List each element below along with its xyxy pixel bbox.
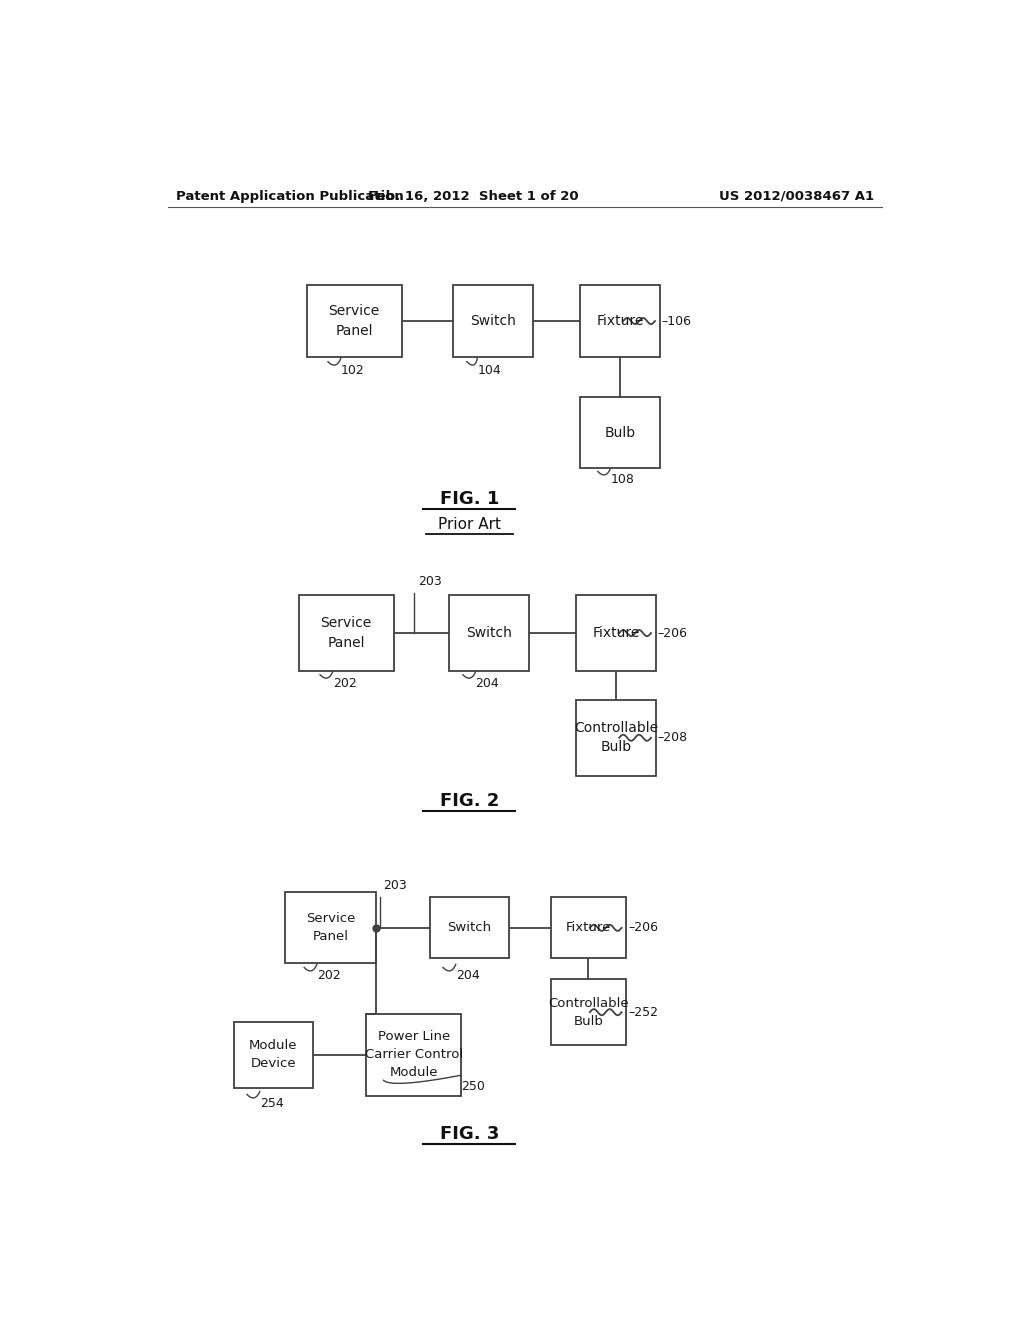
Text: US 2012/0038467 A1: US 2012/0038467 A1: [719, 190, 873, 202]
Text: Module
Device: Module Device: [249, 1039, 298, 1071]
Text: 254: 254: [260, 1097, 284, 1110]
Text: –208: –208: [657, 731, 687, 744]
Text: 102: 102: [341, 364, 365, 376]
Text: Service
Panel: Service Panel: [306, 912, 355, 944]
Text: Controllable
Bulb: Controllable Bulb: [548, 997, 629, 1028]
Bar: [450, 595, 528, 671]
Text: Fixture: Fixture: [565, 921, 611, 935]
Text: Switch: Switch: [470, 314, 516, 329]
Bar: [430, 898, 509, 958]
Text: Feb. 16, 2012  Sheet 1 of 20: Feb. 16, 2012 Sheet 1 of 20: [368, 190, 579, 202]
Text: 202: 202: [316, 969, 341, 982]
Bar: [581, 285, 659, 356]
Text: 104: 104: [477, 364, 501, 376]
Bar: [233, 1022, 313, 1088]
Text: 204: 204: [456, 969, 479, 982]
Text: Service
Panel: Service Panel: [329, 305, 380, 338]
Text: 203: 203: [418, 576, 441, 589]
Bar: [306, 285, 401, 356]
Text: 250: 250: [461, 1080, 485, 1093]
Text: Switch: Switch: [466, 626, 512, 640]
Text: 202: 202: [333, 677, 356, 690]
Text: –252: –252: [628, 1006, 658, 1019]
Bar: [577, 700, 655, 776]
Text: Switch: Switch: [447, 921, 492, 935]
Text: Prior Art: Prior Art: [437, 517, 501, 532]
Text: Power Line
Carrier Control
Module: Power Line Carrier Control Module: [365, 1031, 463, 1080]
Text: Patent Application Publication: Patent Application Publication: [176, 190, 403, 202]
Bar: [577, 595, 655, 671]
Text: Controllable
Bulb: Controllable Bulb: [574, 721, 658, 755]
Text: –206: –206: [628, 921, 658, 935]
Text: FIG. 1: FIG. 1: [439, 490, 499, 508]
Bar: [454, 285, 532, 356]
Text: Bulb: Bulb: [604, 426, 636, 440]
Text: Fixture: Fixture: [596, 314, 644, 329]
Text: 203: 203: [384, 879, 408, 892]
Text: FIG. 2: FIG. 2: [439, 792, 499, 809]
Text: 108: 108: [610, 474, 635, 487]
Text: 204: 204: [475, 677, 500, 690]
Bar: [367, 1014, 461, 1096]
Bar: [299, 595, 394, 671]
Bar: [551, 979, 626, 1045]
Bar: [581, 397, 659, 469]
Bar: [551, 898, 626, 958]
Text: FIG. 3: FIG. 3: [439, 1125, 499, 1143]
Text: Service
Panel: Service Panel: [321, 616, 372, 649]
Text: Fixture: Fixture: [592, 626, 640, 640]
Bar: [285, 892, 376, 964]
Text: –206: –206: [657, 627, 687, 640]
Text: –106: –106: [662, 314, 691, 327]
